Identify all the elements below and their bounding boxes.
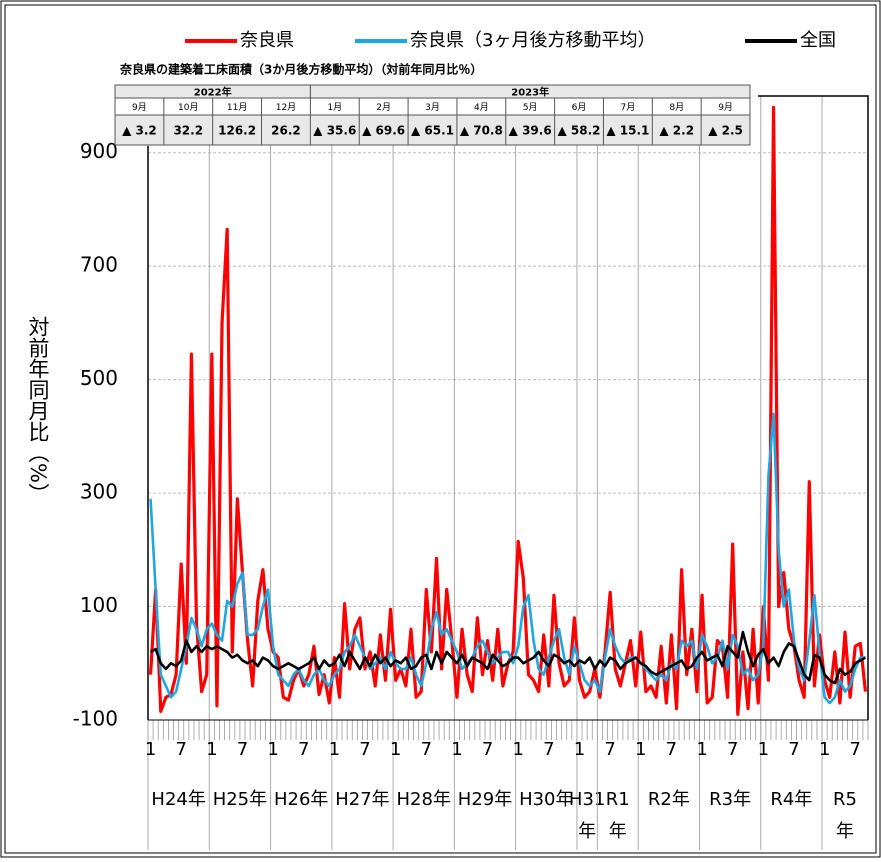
x-group-label: H27年 <box>335 789 389 810</box>
table-value: ▲ 39.6 <box>509 124 552 138</box>
x-group-label: R3年 <box>709 789 751 810</box>
x-group-label: H26年 <box>274 789 328 810</box>
x-tick-label: 7 <box>175 739 186 760</box>
table-title: 奈良県の建築着工床面積（3か月後方移動平均）（対前年同月比％） <box>119 62 482 77</box>
table-value: ▲ 70.8 <box>460 124 503 138</box>
table-month: 9月 <box>718 102 733 113</box>
table-value: 32.2 <box>173 124 203 138</box>
x-group-label-part: 年 <box>609 821 627 842</box>
x-group-label: R5 年 <box>833 789 857 842</box>
table-month: 9月 <box>132 102 147 113</box>
x-group-label: R1 年 <box>606 789 630 842</box>
x-group-label: H29年 <box>458 789 512 810</box>
table-value: ▲ 3.2 <box>122 124 157 138</box>
table-month: 10月 <box>178 102 198 113</box>
plot-frame <box>758 95 869 720</box>
x-group-label-part: 年 <box>578 821 596 842</box>
table-month: 2月 <box>376 102 391 113</box>
y-tick-label: 300 <box>80 480 118 504</box>
y-tick-label: 100 <box>80 593 118 617</box>
legend-label: 奈良県 <box>240 30 294 51</box>
x-group-label: H24年 <box>151 789 205 810</box>
x-tick-label: 1 <box>329 739 340 760</box>
y-tick-label: -100 <box>73 707 118 731</box>
table-value: ▲ 65.1 <box>411 124 454 138</box>
x-tick-label: 1 <box>145 739 156 760</box>
table-value: ▲ 58.2 <box>558 124 601 138</box>
series-line <box>149 630 867 685</box>
table-month: 1月 <box>327 102 342 113</box>
table-month: 11月 <box>227 102 247 113</box>
x-tick-label: 7 <box>604 739 615 760</box>
y-axis-label: 対前年同月比（%） <box>26 316 50 504</box>
x-tick-label: 7 <box>850 739 861 760</box>
x-tick-label: 7 <box>298 739 309 760</box>
x-group-label-part: H31 <box>569 789 605 810</box>
x-tick-label: 1 <box>696 739 707 760</box>
x-tick-label: 1 <box>635 739 646 760</box>
x-group-label: H28年 <box>397 789 451 810</box>
table-month: 8月 <box>669 102 684 113</box>
x-tick-label: 1 <box>819 739 830 760</box>
x-tick-label: 7 <box>727 739 738 760</box>
x-tick-label: 7 <box>788 739 799 760</box>
x-tick-label: 1 <box>206 739 217 760</box>
x-tick-label: 7 <box>543 739 554 760</box>
table-month: 7月 <box>621 102 636 113</box>
y-tick-label: 700 <box>80 253 118 277</box>
x-tick-label: 1 <box>574 739 585 760</box>
table-month: 12月 <box>276 102 296 113</box>
x-tick-label: 1 <box>267 739 278 760</box>
table-year: 2022年 <box>194 86 232 99</box>
table-value: 26.2 <box>271 124 301 138</box>
y-tick-label: 500 <box>80 366 118 390</box>
x-tick-label: 1 <box>512 739 523 760</box>
table-month: 6月 <box>572 102 587 113</box>
x-group-label: R2年 <box>648 789 690 810</box>
table-value: ▲ 2.2 <box>659 124 694 138</box>
table-year: 2023年 <box>511 86 549 99</box>
table-month: 3月 <box>425 102 440 113</box>
table-value: ▲ 15.1 <box>606 124 649 138</box>
x-group-label-part: R5 <box>833 789 857 810</box>
table-value: 126.2 <box>218 124 256 138</box>
table-value-row <box>114 114 751 146</box>
x-group-label: H31 年 <box>569 789 605 842</box>
x-tick-label: 1 <box>758 739 769 760</box>
inner-frame <box>4 4 877 854</box>
x-tick-label: 7 <box>359 739 370 760</box>
table-month: 4月 <box>474 102 489 113</box>
series-line <box>148 105 868 716</box>
x-group-label: H25年 <box>213 789 267 810</box>
table-value: ▲ 2.5 <box>708 124 743 138</box>
y-tick-label: 900 <box>80 139 118 163</box>
x-group-label: H30年 <box>519 789 573 810</box>
table-value: ▲ 35.6 <box>313 124 356 138</box>
table-month: 5月 <box>523 102 538 113</box>
x-group-label-part: 年 <box>836 821 854 842</box>
x-group-label-part: R1 <box>606 789 630 810</box>
table-value: ▲ 69.6 <box>362 124 405 138</box>
legend-label: 全国 <box>800 30 836 51</box>
legend-label: 奈良県（3ヶ月後方移動平均） <box>410 30 655 51</box>
x-tick-label: 7 <box>482 739 493 760</box>
x-tick-label: 7 <box>237 739 248 760</box>
x-tick-label: 7 <box>421 739 432 760</box>
x-group-label: R4年 <box>770 789 812 810</box>
x-tick-label: 1 <box>451 739 462 760</box>
x-tick-label: 7 <box>666 739 677 760</box>
series-line <box>149 412 866 705</box>
x-tick-label: 1 <box>390 739 401 760</box>
